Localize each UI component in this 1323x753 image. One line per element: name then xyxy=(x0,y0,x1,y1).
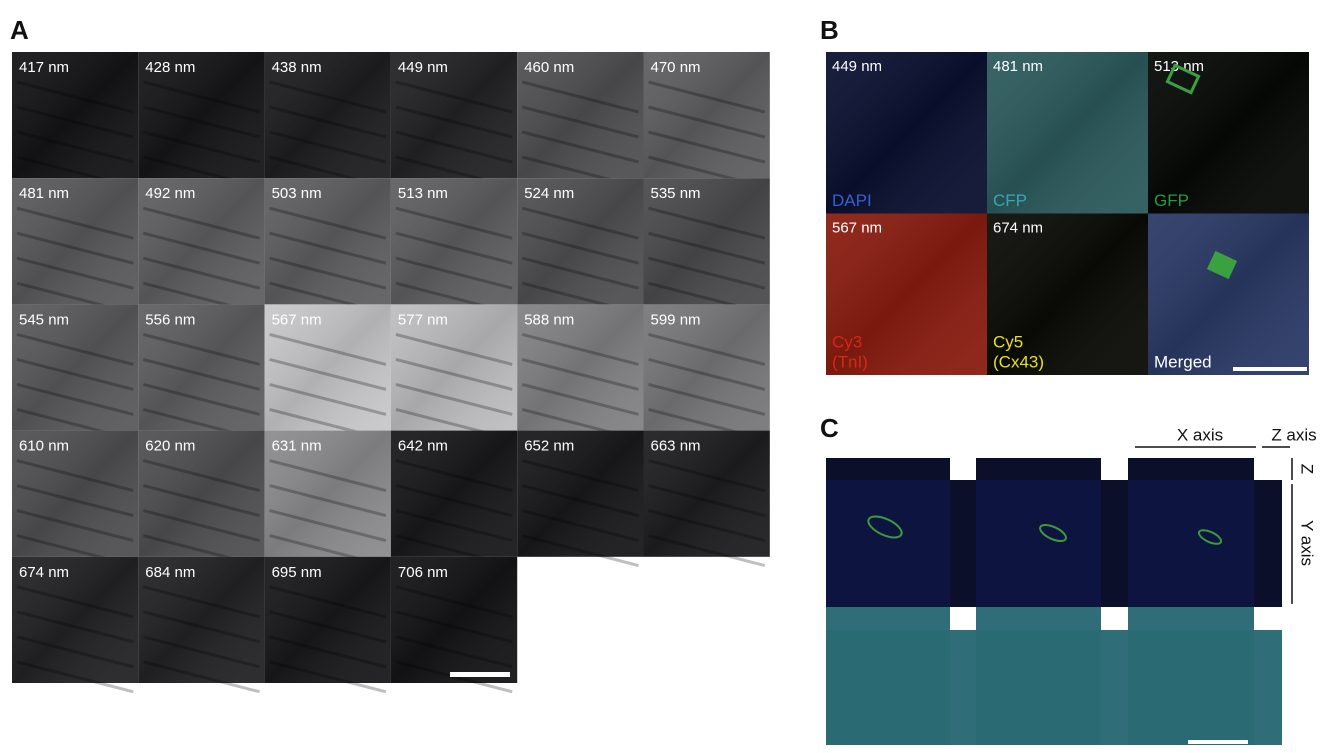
axis-label: Y axis xyxy=(1298,520,1317,566)
tile-label: 513 nm xyxy=(398,185,448,202)
panel-label: B xyxy=(820,15,839,45)
tile-label: 556 nm xyxy=(145,311,195,328)
channel-label: Cy5 xyxy=(993,332,1023,351)
tile-label: 567 nm xyxy=(832,219,882,236)
tile-label: 706 nm xyxy=(398,564,448,581)
tile-texture xyxy=(826,52,987,214)
tile-label: 535 nm xyxy=(651,185,701,202)
tile-label: 642 nm xyxy=(398,438,448,455)
tile-label: 545 nm xyxy=(19,311,69,328)
tile-label: 481 nm xyxy=(993,58,1043,75)
tile-label: 449 nm xyxy=(832,58,882,75)
tile-texture xyxy=(1148,52,1309,214)
tile-label: 524 nm xyxy=(524,185,574,202)
tile-label: 684 nm xyxy=(145,564,195,581)
tile-label: 695 nm xyxy=(272,564,322,581)
scale-bar xyxy=(1233,367,1307,371)
channel-label: Cy3 xyxy=(832,332,862,351)
channel-label: (TnI) xyxy=(832,352,868,371)
panel-label: A xyxy=(10,15,29,45)
tile-label: 588 nm xyxy=(524,311,574,328)
tile-label: 492 nm xyxy=(145,185,195,202)
scale-bar xyxy=(450,672,510,677)
channel-label: CFP xyxy=(993,191,1027,210)
tile-label: 460 nm xyxy=(524,59,574,76)
tile-label: 620 nm xyxy=(145,438,195,455)
axis-label: Z axis xyxy=(1271,425,1316,444)
tile-label: 577 nm xyxy=(398,311,448,328)
tile-label: 503 nm xyxy=(272,185,322,202)
tile-label: 674 nm xyxy=(993,219,1043,236)
figure: A B C X axis Z axis Z Y axis 417 nm 428 n… xyxy=(0,0,1323,753)
channel-label: DAPI xyxy=(832,191,872,210)
panel-label: C xyxy=(820,413,839,443)
channel-label: (Cx43) xyxy=(993,352,1044,371)
axis-label: X axis xyxy=(1177,425,1223,444)
tile-texture xyxy=(1148,214,1309,376)
tile-texture xyxy=(987,52,1148,214)
tile-label: 481 nm xyxy=(19,185,69,202)
tile-label: 652 nm xyxy=(524,438,574,455)
tile-label: 599 nm xyxy=(651,311,701,328)
tile-label: 674 nm xyxy=(19,564,69,581)
axis-label: Z xyxy=(1298,464,1317,474)
tile-label: 567 nm xyxy=(272,311,322,328)
tile-label: 449 nm xyxy=(398,59,448,76)
tile-label: 610 nm xyxy=(19,438,69,455)
tile-label: 438 nm xyxy=(272,59,322,76)
tile-label: 631 nm xyxy=(272,438,322,455)
tile-label: 470 nm xyxy=(651,59,701,76)
channel-label: GFP xyxy=(1154,191,1189,210)
tile-label: 417 nm xyxy=(19,59,69,76)
tile-label: 663 nm xyxy=(651,438,701,455)
tile-label: 428 nm xyxy=(145,59,195,76)
orthogonal-views xyxy=(826,447,1292,745)
channel-label: Merged xyxy=(1154,352,1212,371)
